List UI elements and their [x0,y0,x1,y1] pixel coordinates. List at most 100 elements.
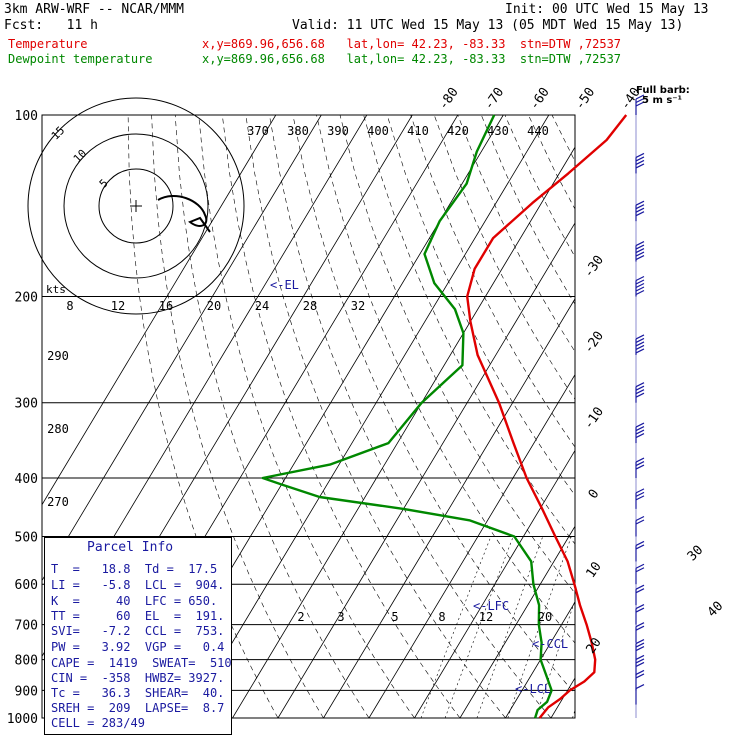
isotherm-label: 40 [705,599,727,621]
wind-barb [635,382,645,403]
dry-adiabat [292,115,575,695]
mixing-ratio-label: 20 [538,610,552,624]
dry-adiabat [316,115,575,644]
dewpoint-line [261,114,553,719]
dry-adiabat [151,115,324,718]
parcel-info-row: T = 18.8 Td = 17.5 [51,562,218,576]
mixing-ratio-label: 24 [255,299,269,313]
wind-legend-line2: 5 m s⁻¹ [642,95,682,106]
temperature-info: x,y=869.96,656.68 lat,lon= 42.23, -83.33… [202,37,622,51]
dry-adiabat [386,115,575,496]
isotherm [550,677,575,718]
wind-barb [635,540,645,562]
wind-barb [635,275,645,297]
isotherm [42,115,322,582]
parcel-info-row: Tc = 36.3 SHEAR= 40. [51,686,225,700]
wind-barb [635,684,645,705]
wind-barb [635,334,645,355]
dry-adiabat [174,115,370,718]
valid-time: Valid: 11 UTC Wed 15 May 13 (05 MDT Wed … [292,18,684,33]
pressure-tick-label: 200 [15,291,38,306]
wind-barb [635,152,645,174]
mixing-ratio-label: 8 [438,610,445,624]
forecast-hour: Fcst: 11 h [4,18,98,33]
wind-barb [635,241,645,262]
parcel-info-row: SREH = 209 LAPSE= 8.7 [51,701,225,715]
wind-barb [635,584,645,606]
mixing-ratio-line [572,709,575,718]
mixing-ratio-line [444,536,514,718]
isotherm-label: -70 [482,85,508,113]
hodograph-ring-label-5: 5 [97,177,111,191]
isotherm-label: 30 [685,543,707,565]
theta-e-label: 410 [407,124,429,138]
theta-e-label: 380 [287,124,309,138]
dry-adiabat [433,115,575,400]
isotherm [459,525,575,718]
parcel-info-row: PW = 3.92 VGP = 0.4 [51,640,225,654]
wind-barb [635,457,645,479]
temperature-line [466,114,628,719]
parcel-info-row: SVI= -7.2 CCL = 753. [51,624,225,638]
pressure-tick-label: 300 [15,397,38,412]
isotherm [277,222,575,718]
dewpoint-label: Dewpoint temperature [8,52,153,66]
chart-series [261,114,628,719]
isotherm-label: -30 [581,253,607,281]
theta-e-label: 370 [247,124,269,138]
parcel-info-title: Parcel Info [87,540,174,555]
wind-legend-line1: Full barb: [636,85,690,96]
dry-adiabat [269,115,552,718]
theta-e-label: 440 [527,124,549,138]
parcel-info-row: CIN = -358 HWBZ= 3927. [51,671,225,685]
theta-e-label: 290 [47,349,69,363]
parcel-info-row: CAPE = 1419 SWEAT= 510 [51,656,232,670]
dry-adiabat [222,115,461,718]
level-marker-el: <-EL [270,278,299,292]
hodograph-ring-10 [63,133,209,279]
wind-barb [635,422,645,444]
mixing-ratio-line [420,536,492,718]
pressure-tick-label: 900 [15,684,38,699]
mixing-ratio-label: 3 [337,610,344,624]
parcel-info-panel: Parcel Info T = 18.8 Td = 17.5 LI = -5.8… [44,537,232,735]
isotherm-label: -80 [436,85,462,113]
parcel-info-row: CELL = 283/49 [51,716,145,730]
mixing-ratio-label: 8 [66,299,73,313]
theta-e-label: 280 [47,422,69,436]
wind-barb [635,515,645,537]
init-time: Init: 00 UTC Wed 15 May 13 [505,2,709,17]
isotherm-label: 20 [583,635,604,656]
mixing-ratio-label: 16 [159,299,173,313]
mixing-ratio-label: 28 [303,299,317,313]
theta-e-label: 430 [487,124,509,138]
level-marker-lcl: <-LCL [515,682,551,696]
dry-adiabat [646,115,740,718]
mixing-ratio-label: 12 [111,299,125,313]
parcel-info-row: TT = 60 EL = 191. [51,609,225,623]
hodograph-ring-15 [27,97,245,315]
wind-barb [635,200,645,222]
hodograph: 5 10 15 kts [27,97,245,315]
wind-barb [635,604,645,625]
isotherm-label: -20 [581,329,607,357]
pressure-tick-label: 800 [15,654,38,669]
pressure-tick-label: 700 [15,619,38,634]
isotherm [232,146,575,718]
pressure-tick-label: 100 [15,109,38,124]
dry-adiabat [481,115,575,305]
isotherm-label: 10 [583,559,604,580]
mixing-ratio-line [476,536,544,718]
theta-e-label: 390 [327,124,349,138]
dry-adiabat [198,115,415,718]
wind-barb [635,94,645,115]
isotherm-label: 0 [586,487,603,502]
mixing-ratio-label: 32 [351,299,365,313]
dry-adiabat [363,115,575,545]
isotherm [186,115,550,718]
wind-barb [635,563,645,585]
mixing-ratio-label: 5 [391,610,398,624]
theta-e-label: 270 [47,495,69,509]
theta-e-label: 400 [367,124,389,138]
